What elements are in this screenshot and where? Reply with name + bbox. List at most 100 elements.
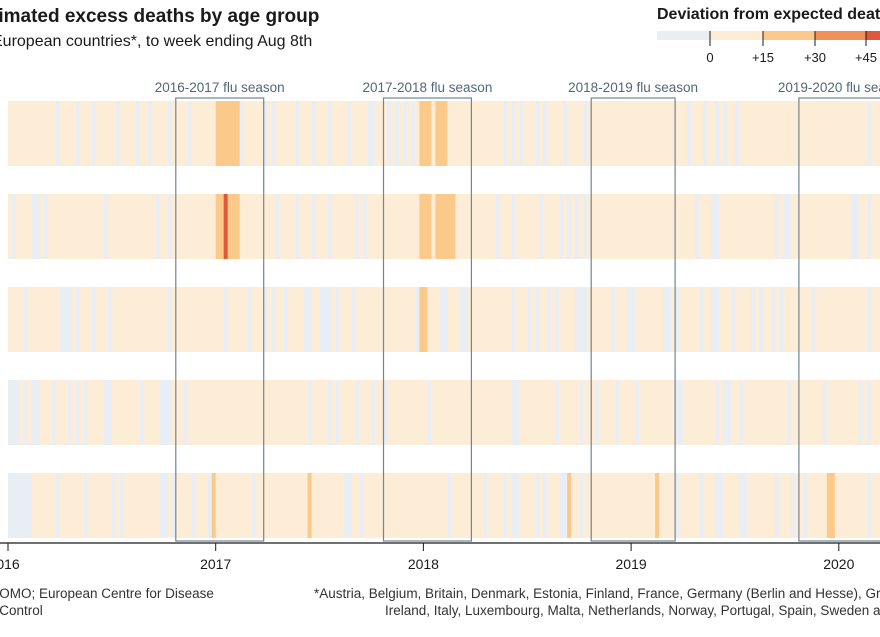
heat-cell	[255, 101, 261, 166]
heat-cell	[439, 380, 444, 445]
heat-cell	[742, 287, 748, 352]
heat-cell	[235, 194, 241, 259]
heat-cell	[383, 473, 388, 538]
heat-cell	[47, 473, 53, 538]
heat-cell	[774, 473, 780, 538]
heat-cell	[842, 473, 848, 538]
heat-cell	[95, 101, 101, 166]
heat-cell	[842, 287, 848, 352]
heat-cell	[63, 101, 69, 166]
heat-cell	[407, 287, 412, 352]
heat-cell	[531, 101, 536, 166]
heat-cell	[651, 101, 656, 166]
heat-cell	[523, 101, 528, 166]
heat-cell	[283, 473, 288, 538]
heat-cell	[567, 101, 572, 166]
heat-cell	[359, 287, 364, 352]
heat-cell	[806, 194, 812, 259]
heat-cell	[459, 473, 464, 538]
heat-cell	[754, 101, 760, 166]
heat-cell	[263, 101, 269, 166]
heat-cell	[495, 380, 500, 445]
heat-cell	[595, 287, 600, 352]
heat-cell	[311, 380, 316, 445]
heat-cell	[363, 380, 368, 445]
heat-cell	[335, 287, 340, 352]
heat-cell	[730, 380, 736, 445]
heatmap-row-0	[8, 101, 880, 166]
heat-cell	[814, 287, 820, 352]
heat-cell	[203, 380, 209, 445]
heat-cell	[591, 287, 596, 352]
heat-cell	[103, 287, 109, 352]
heat-cell	[699, 287, 704, 352]
heat-cell	[179, 287, 185, 352]
heat-cell	[367, 473, 372, 538]
heat-cell	[810, 473, 816, 538]
heat-cell	[691, 287, 696, 352]
heat-cell	[223, 194, 229, 259]
heat-cell	[714, 473, 720, 538]
heat-cell	[187, 287, 193, 352]
heat-cell	[111, 473, 117, 538]
heat-cell	[167, 287, 173, 352]
heat-cell	[491, 194, 496, 259]
heat-cell	[595, 101, 600, 166]
heat-cell	[503, 101, 508, 166]
heat-cell	[75, 287, 81, 352]
heat-cell	[774, 380, 780, 445]
heat-cell	[423, 473, 428, 538]
heat-cell	[710, 101, 716, 166]
heat-cell	[663, 380, 668, 445]
heat-cell	[611, 194, 616, 259]
heat-cell	[659, 101, 664, 166]
heat-cell	[63, 380, 69, 445]
heat-cell	[543, 101, 548, 166]
heat-cell	[335, 380, 340, 445]
heat-cell	[551, 194, 556, 259]
heat-cell	[95, 380, 101, 445]
heat-cell	[683, 101, 688, 166]
heat-cell	[822, 473, 828, 538]
heat-cell	[766, 194, 772, 259]
heat-cell	[750, 101, 756, 166]
heat-cell	[239, 194, 245, 259]
heat-cell	[734, 380, 740, 445]
heat-cell	[635, 287, 640, 352]
heat-cell	[866, 473, 872, 538]
heat-cell	[23, 473, 29, 538]
heat-cell	[838, 380, 844, 445]
heat-cell	[375, 473, 380, 538]
heat-cell	[475, 101, 480, 166]
heat-cell	[451, 380, 456, 445]
heat-cell	[443, 101, 448, 166]
heat-cell	[762, 380, 768, 445]
heat-cell	[706, 101, 712, 166]
heat-cell	[347, 287, 352, 352]
heat-cell	[439, 101, 444, 166]
heat-cell	[535, 194, 540, 259]
heat-cell	[31, 101, 37, 166]
heat-cell	[407, 194, 412, 259]
heat-cell	[746, 101, 752, 166]
heat-cell	[367, 194, 372, 259]
heat-cell	[746, 473, 752, 538]
heat-cell	[343, 101, 348, 166]
heat-cell	[103, 194, 109, 259]
heat-cell	[159, 287, 165, 352]
heat-cell	[451, 473, 456, 538]
heat-cell	[671, 101, 676, 166]
heat-cell	[27, 473, 33, 538]
heat-cell	[403, 473, 408, 538]
heat-cell	[255, 287, 261, 352]
heat-cell	[607, 380, 612, 445]
heat-cell	[55, 473, 61, 538]
x-tick-label-4: 2020	[823, 556, 854, 572]
heat-cell	[55, 287, 61, 352]
heat-cell	[23, 194, 29, 259]
heat-cell	[435, 380, 440, 445]
heat-cell	[870, 380, 876, 445]
heat-cell	[447, 287, 452, 352]
heat-cell	[395, 287, 400, 352]
heat-cell	[710, 287, 716, 352]
